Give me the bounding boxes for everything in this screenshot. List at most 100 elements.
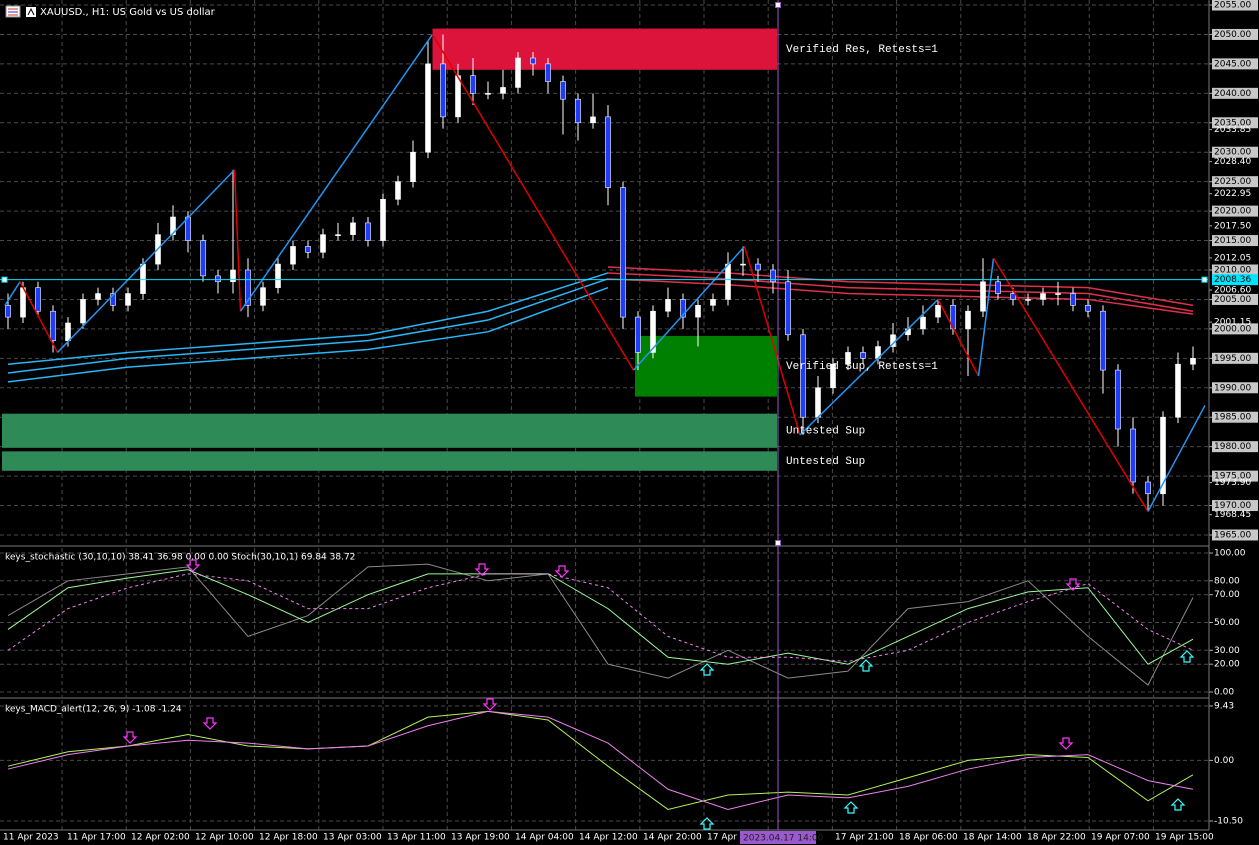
candle-body xyxy=(395,181,401,200)
candle-body xyxy=(620,187,626,318)
y-tick-label: 1995.00 xyxy=(1214,354,1251,364)
tick-label-box xyxy=(1212,293,1258,305)
candle-body xyxy=(1115,369,1121,430)
symbol-icon xyxy=(5,5,36,18)
cursor-time-box xyxy=(740,831,816,844)
cursor-handle xyxy=(775,540,781,546)
buy-arrow xyxy=(858,659,874,672)
last-price-box xyxy=(1212,274,1258,286)
x-tick-label: 12 Apr 18:00 xyxy=(259,833,318,843)
zigzag-segment xyxy=(743,246,801,436)
candle-body xyxy=(50,310,56,341)
candle-body xyxy=(170,216,176,235)
x-tick-label: 14 Apr 20:00 xyxy=(643,833,702,843)
y-tick-label: 2055.00 xyxy=(1214,1,1251,11)
x-tick-label: 18 Apr 06:00 xyxy=(899,833,958,843)
zigzag-segment xyxy=(799,298,939,436)
candle-body xyxy=(815,387,821,418)
tick-label-box xyxy=(1212,205,1258,217)
candle-body xyxy=(410,151,416,182)
candle-body xyxy=(920,316,926,330)
tick-label-box xyxy=(1212,529,1258,541)
candle-body xyxy=(110,293,116,306)
y-tick-label: 2050.00 xyxy=(1214,30,1251,40)
candle-body xyxy=(575,98,581,124)
candle-body xyxy=(200,240,206,277)
zigzag-segment xyxy=(56,169,236,353)
candle-body xyxy=(380,199,386,241)
y-tick-label: 70.00 xyxy=(1214,590,1240,600)
candle-body xyxy=(1100,310,1106,371)
y-tick-label: 1985.00 xyxy=(1214,413,1251,423)
y-tick-label-minor: 2022.95 xyxy=(1214,189,1251,199)
y-tick-label: 2020.00 xyxy=(1214,207,1251,217)
zone xyxy=(635,335,777,397)
candle-body xyxy=(440,63,446,118)
candle-body xyxy=(560,81,566,100)
candle-body xyxy=(530,57,536,65)
indicator-line xyxy=(7,710,1194,810)
candle-body xyxy=(5,305,11,318)
candle-body xyxy=(215,275,221,283)
sell-arrow xyxy=(554,565,570,578)
zone xyxy=(432,28,777,70)
moving-average xyxy=(607,278,1194,315)
tick-label-box xyxy=(1212,176,1258,188)
candle-body xyxy=(35,287,41,312)
candle-body xyxy=(335,234,341,236)
tick-label-box xyxy=(1212,470,1258,482)
indicator-line xyxy=(7,563,1194,686)
candle-body xyxy=(125,293,131,306)
x-tick-label: 13 Apr 11:00 xyxy=(387,833,446,843)
y-tick-label: 2025.00 xyxy=(1214,177,1251,187)
candle-body xyxy=(485,93,491,95)
candle-body xyxy=(515,57,521,88)
x-tick-label: 11 Apr 17:00 xyxy=(67,833,126,843)
candle-body xyxy=(710,299,716,306)
y-tick-label: 100.00 xyxy=(1214,549,1246,559)
cursor-time-label: 2023.04.17 14:00 xyxy=(743,834,824,844)
sell-arrow xyxy=(1065,578,1081,591)
tick-label-box xyxy=(1212,411,1258,423)
tick-label-box xyxy=(1212,382,1258,394)
sell-arrow xyxy=(474,563,490,576)
candle-body xyxy=(140,263,146,294)
y-tick-label-minor: 1968.45 xyxy=(1214,510,1251,520)
y-tick-label: 0.00 xyxy=(1214,687,1234,697)
candle-body xyxy=(1070,293,1076,306)
y-tick-label-minor: 2001.15 xyxy=(1214,318,1251,328)
moving-average xyxy=(607,266,1194,307)
candle-body xyxy=(1160,416,1166,495)
x-tick-label: 17 Apr 0 xyxy=(707,833,746,843)
candle-body xyxy=(605,116,611,188)
candle-body xyxy=(785,281,791,336)
candle-body xyxy=(290,246,296,265)
indicator-line xyxy=(7,710,1194,810)
zigzag-segment xyxy=(937,299,980,377)
y-tick-label: 2005.00 xyxy=(1214,295,1251,305)
candle-body xyxy=(695,305,701,318)
chart-title: XAUUSD., H1: US Gold vs US dollar xyxy=(40,7,216,18)
y-tick-label-minor: 2017.50 xyxy=(1214,221,1251,231)
candle-body xyxy=(545,63,551,82)
candle-body xyxy=(95,293,101,300)
x-tick-label: 13 Apr 03:00 xyxy=(323,833,382,843)
zigzag-segment xyxy=(233,169,242,312)
tick-label-box xyxy=(1212,28,1258,40)
cursor-handle xyxy=(775,2,781,8)
moving-average xyxy=(7,278,609,374)
candle-body xyxy=(1145,481,1151,495)
moving-average xyxy=(7,272,609,365)
sell-arrow xyxy=(122,731,138,744)
candle-body xyxy=(635,316,641,353)
y-tick-label: 1970.00 xyxy=(1214,501,1251,511)
candle-body xyxy=(350,222,356,235)
tick-label-box xyxy=(1212,87,1258,99)
candle-body xyxy=(860,352,866,359)
candles-layer xyxy=(5,34,1196,512)
candle-body xyxy=(845,352,851,365)
zigzag-segment xyxy=(977,258,995,377)
candle-body xyxy=(965,310,971,330)
candle-body xyxy=(80,299,86,324)
candle-body xyxy=(680,299,686,318)
